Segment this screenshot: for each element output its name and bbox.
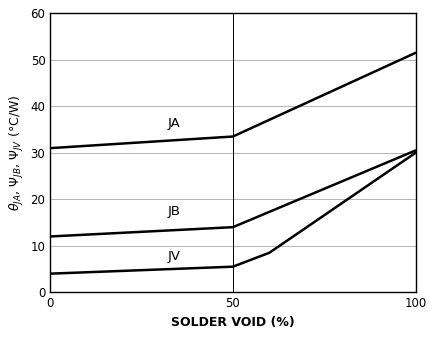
X-axis label: SOLDER VOID (%): SOLDER VOID (%)	[171, 316, 294, 329]
Y-axis label: $\theta_{JA}$, $\Psi_{JB}$, $\Psi_{JV}$ (°C/W): $\theta_{JA}$, $\Psi_{JB}$, $\Psi_{JV}$ …	[8, 95, 26, 211]
Text: JB: JB	[167, 205, 180, 218]
Text: JV: JV	[167, 250, 180, 264]
Text: JA: JA	[167, 118, 180, 130]
